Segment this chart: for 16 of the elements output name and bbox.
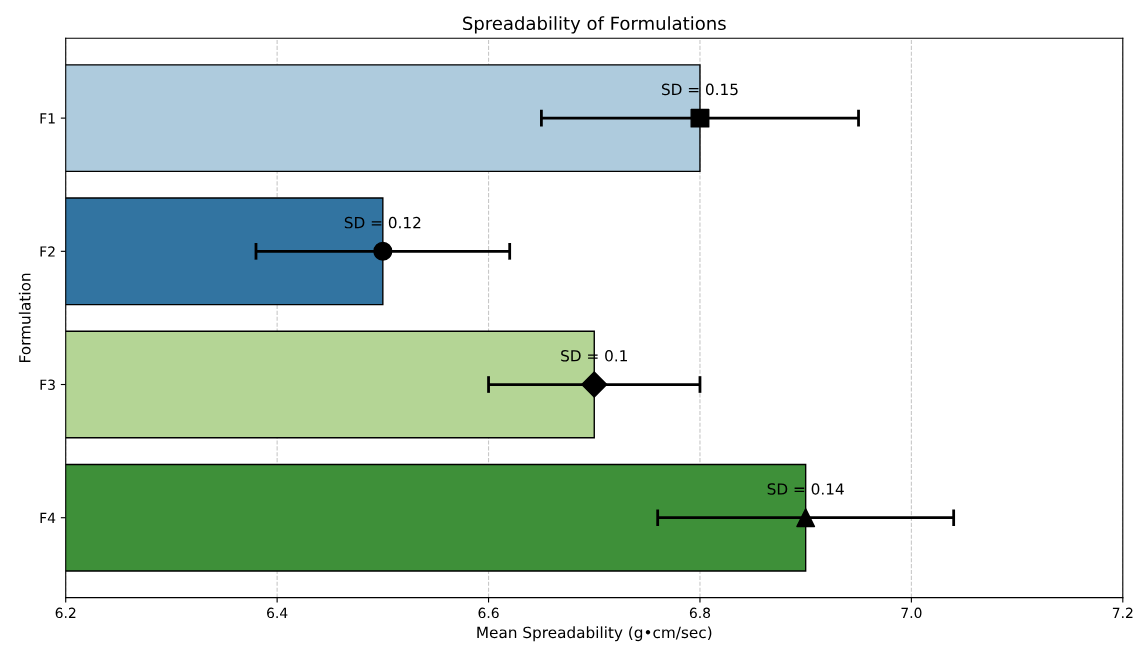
y-tick-label: F2 [40,246,55,257]
annotation: SD = 0.15 [661,83,738,96]
x-tick-label: 7.0 [901,607,922,619]
annotation: SD = 0.12 [344,216,421,229]
y-tick-label: F3 [40,379,55,390]
y-axis-title: Formulation [18,273,31,362]
chart-title: Spreadability of Formulations [463,16,726,34]
x-axis-title: Mean Spreadability (g•cm/sec) [477,626,712,642]
x-tick-label: 6.4 [267,607,288,619]
x-tick-label: 6.8 [689,607,711,619]
x-tick-label: 6.2 [55,607,76,619]
y-tick-label: F4 [40,512,56,523]
x-tick-label: 6.6 [478,607,499,619]
annotation: SD = 0.14 [767,483,844,495]
x-tick-label: 7.2 [1112,607,1133,618]
y-tick-label: F1 [40,113,55,124]
